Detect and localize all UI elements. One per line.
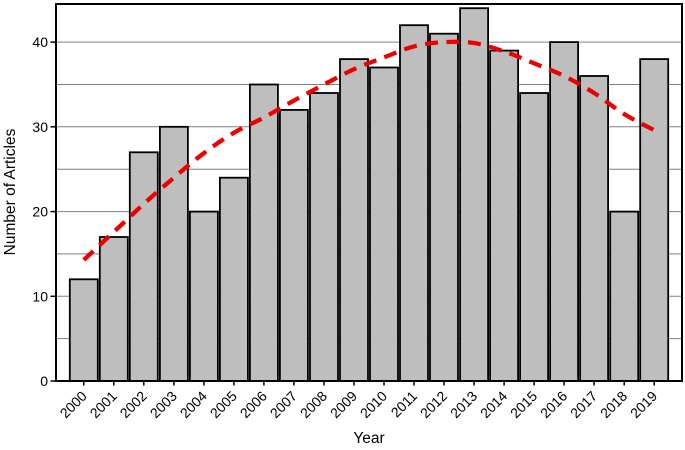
y-tick-label: 10 — [32, 288, 48, 304]
y-tick-label: 40 — [32, 34, 48, 50]
x-tick-label-2001: 2001 — [87, 388, 120, 421]
x-tick-label-2000: 2000 — [57, 388, 90, 421]
x-tick-labels: 2000200120022003200420052006200720082009… — [57, 388, 661, 421]
bar-2012 — [429, 32, 459, 382]
x-tick-label-2010: 2010 — [357, 388, 390, 421]
bar-2017 — [579, 75, 609, 382]
plot-frame — [55, 3, 683, 382]
x-tick-label-2012: 2012 — [417, 388, 450, 421]
bar-2018 — [609, 210, 640, 382]
bar-2013 — [459, 7, 490, 382]
bar-2007 — [278, 109, 309, 382]
x-tick-label-2009: 2009 — [327, 388, 360, 421]
x-tick-label-2007: 2007 — [267, 388, 300, 421]
bar-2011 — [399, 24, 429, 382]
x-tick-label-2004: 2004 — [177, 388, 210, 421]
x-tick-label-2005: 2005 — [207, 388, 240, 421]
bar-2014 — [489, 49, 520, 382]
bar-2015 — [519, 92, 549, 382]
x-tick-label-2008: 2008 — [297, 388, 330, 421]
x-tick-label-2013: 2013 — [447, 388, 480, 421]
x-tick-label-2015: 2015 — [507, 388, 540, 421]
bar-2009 — [339, 58, 369, 382]
x-tick-label-2017: 2017 — [567, 388, 600, 421]
x-tick-label-2002: 2002 — [117, 388, 150, 421]
bar-2005 — [218, 176, 249, 382]
bar-2016 — [549, 41, 579, 382]
x-tick-label-2003: 2003 — [147, 388, 180, 421]
y-tick-labels: 0 10 20 30 40 — [32, 34, 48, 389]
y-axis-title: Number of Articles — [2, 128, 19, 255]
bar-2002 — [128, 151, 159, 382]
bars — [68, 7, 670, 382]
bar-2019 — [639, 58, 670, 382]
x-tick-label-2019: 2019 — [627, 388, 660, 421]
bar-2008 — [309, 92, 339, 382]
y-tick-label: 30 — [32, 119, 48, 135]
trend-line — [82, 39, 656, 262]
x-axis-title: Year — [353, 430, 384, 447]
bar-2003 — [158, 125, 189, 382]
x-tick-label-2016: 2016 — [537, 388, 570, 421]
x-tick-label-2011: 2011 — [388, 388, 421, 421]
axis-ticks — [50, 41, 655, 386]
x-tick-label-2018: 2018 — [597, 388, 630, 421]
x-tick-label-2006: 2006 — [237, 388, 270, 421]
trend-line-layer — [82, 39, 656, 262]
bar-2010 — [369, 66, 399, 382]
plot-border — [55, 3, 683, 382]
bar-2000 — [68, 278, 99, 382]
x-tick-label-2014: 2014 — [477, 388, 510, 421]
y-tick-label: 20 — [32, 204, 48, 220]
y-tick-label: 0 — [40, 373, 48, 389]
bar-2006 — [248, 83, 279, 382]
bar-2004 — [188, 210, 219, 382]
bar-2001 — [98, 236, 129, 382]
